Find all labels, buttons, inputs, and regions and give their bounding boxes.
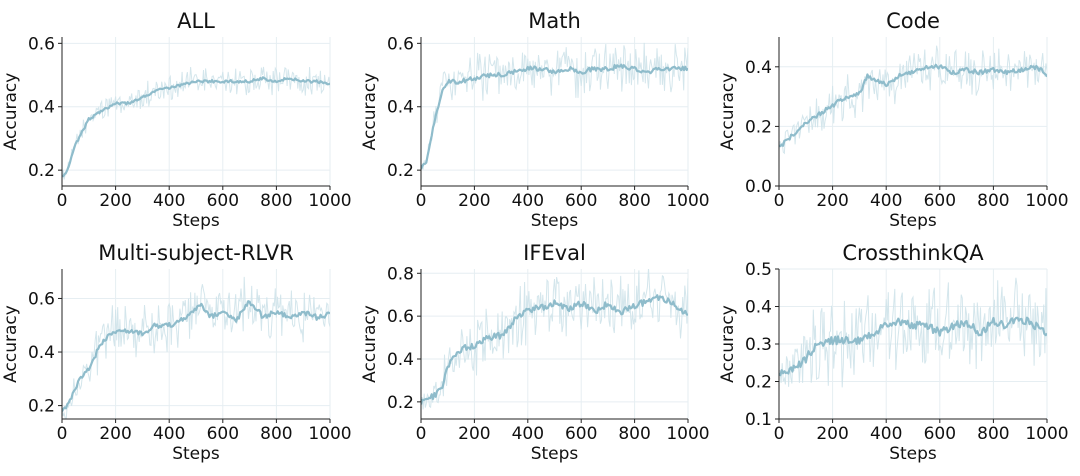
y-axis-label: Accuracy	[718, 305, 738, 383]
smoothed-series-line	[62, 76, 330, 178]
y-tick-label: 0.1	[745, 410, 772, 430]
x-axis-label: Steps	[531, 444, 579, 464]
x-axis-label: Steps	[172, 211, 220, 231]
smoothed-series-line	[421, 63, 688, 170]
y-tick-label: 0.6	[28, 34, 55, 54]
y-tick-label: 0.3	[745, 335, 772, 355]
smoothed-series-line	[62, 300, 330, 412]
y-tick-label: 0.4	[387, 98, 414, 118]
y-tick-label: 0.2	[28, 397, 55, 417]
y-tick-label: 0.2	[745, 373, 772, 393]
x-tick-label: 400	[153, 191, 185, 211]
x-tick-label: 400	[153, 424, 185, 444]
x-tick-label: 400	[870, 191, 902, 211]
y-tick-label: 0.6	[387, 307, 414, 327]
x-tick-label: 1000	[308, 424, 351, 444]
x-tick-label: 600	[924, 191, 956, 211]
x-tick-label: 600	[207, 424, 239, 444]
smoothed-series-line	[779, 316, 1047, 377]
subplot-2: 0 200 400 600 800 1000 0.2 0.4 0.6 Math Steps Accur…	[360, 9, 710, 231]
x-tick-label: 1000	[666, 191, 709, 211]
y-tick-label: 0.2	[387, 393, 414, 413]
y-tick-label: 0.5	[745, 260, 772, 280]
x-tick-label: 800	[977, 191, 1009, 211]
y-axis-label: Accuracy	[360, 73, 380, 151]
y-axis-label: Accuracy	[1, 73, 21, 151]
subplot-4: 0 200 400 600 800 1000 0.2 0.4 0.6 Multi-subject-…	[1, 241, 352, 464]
raw-series-line	[62, 66, 330, 180]
x-tick-label: 200	[816, 424, 848, 444]
subplot-1: 0 200 400 600 800 1000 0.2 0.4 0.6 ALL Steps Accura…	[1, 9, 352, 231]
x-axis-label: Steps	[531, 211, 579, 231]
x-tick-label: 800	[618, 191, 650, 211]
x-tick-label: 1000	[666, 424, 709, 444]
x-tick-label: 800	[618, 424, 650, 444]
raw-series-line	[421, 269, 688, 410]
raw-series-line	[779, 45, 1047, 155]
subplot-title: Multi-subject-RLVR	[98, 241, 294, 265]
x-tick-label: 800	[260, 191, 292, 211]
x-tick-label: 200	[99, 424, 131, 444]
subplot-3: 0 200 400 600 800 1000 0.0 0.2 0.4 Code Steps Accur…	[718, 9, 1069, 231]
x-axis-label: Steps	[889, 444, 937, 464]
y-tick-label: 0.4	[28, 343, 55, 363]
x-axis-label: Steps	[889, 211, 937, 231]
subplot-title: Code	[886, 9, 940, 33]
y-axis-label: Accuracy	[1, 305, 21, 383]
y-tick-label: 0.2	[745, 117, 772, 137]
subplot-title: Math	[528, 9, 581, 33]
y-tick-label: 0.2	[387, 161, 414, 181]
x-axis-label: Steps	[172, 444, 220, 464]
y-tick-label: 0.4	[745, 298, 772, 318]
raw-series-line	[779, 277, 1047, 388]
x-tick-label: 200	[458, 191, 490, 211]
x-tick-label: 600	[924, 424, 956, 444]
y-tick-label: 0.4	[28, 98, 55, 118]
x-tick-label: 0	[57, 191, 68, 211]
x-tick-label: 600	[565, 424, 597, 444]
y-tick-label: 0.6	[387, 34, 414, 54]
x-tick-label: 0	[774, 424, 785, 444]
y-tick-label: 0.4	[745, 58, 772, 78]
y-axis-label: Accuracy	[718, 73, 738, 151]
y-tick-label: 0.0	[745, 177, 772, 197]
x-tick-label: 600	[565, 191, 597, 211]
y-tick-label: 0.2	[28, 161, 55, 181]
y-tick-label: 0.6	[28, 289, 55, 309]
x-tick-label: 0	[774, 191, 785, 211]
y-tick-label: 0.4	[387, 350, 414, 370]
y-axis-label: Accuracy	[360, 305, 380, 383]
x-tick-label: 400	[512, 424, 544, 444]
x-tick-label: 600	[207, 191, 239, 211]
x-tick-label: 1000	[1025, 424, 1068, 444]
x-tick-label: 200	[458, 424, 490, 444]
x-tick-label: 800	[260, 424, 292, 444]
subplot-title: CrossthinkQA	[842, 241, 984, 265]
subplot-title: IFEval	[523, 241, 586, 265]
x-tick-label: 1000	[308, 191, 351, 211]
subplot-6: 0 200 400 600 800 1000 0.1 0.2 0.3 0.4 0.5 Crossthi…	[718, 241, 1069, 464]
x-tick-label: 400	[870, 424, 902, 444]
x-tick-label: 200	[99, 191, 131, 211]
x-tick-label: 200	[816, 191, 848, 211]
smoothed-series-line	[779, 63, 1047, 148]
subplot-5: 0 200 400 600 800 1000 0.2 0.4 0.6 0.8 IFEval Steps…	[360, 241, 710, 464]
y-tick-label: 0.8	[387, 264, 414, 284]
raw-series-line	[421, 42, 688, 170]
x-tick-label: 800	[977, 424, 1009, 444]
subplot-title: ALL	[177, 9, 215, 33]
x-tick-label: 0	[416, 424, 427, 444]
smoothed-series-line	[421, 294, 688, 405]
x-tick-label: 1000	[1025, 191, 1068, 211]
x-tick-label: 0	[57, 424, 68, 444]
x-tick-label: 0	[416, 191, 427, 211]
x-tick-label: 400	[512, 191, 544, 211]
